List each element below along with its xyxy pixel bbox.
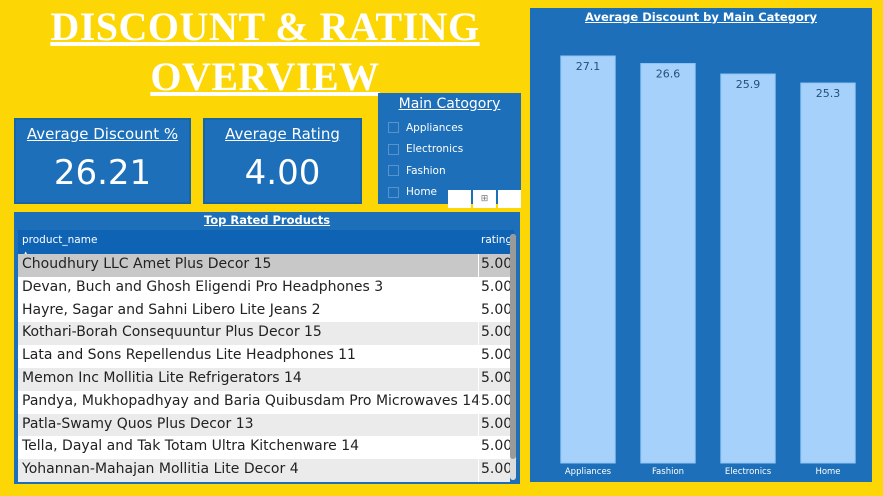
table-scrollbar[interactable] [510,234,516,480]
table-row[interactable]: Hayre, Sagar and Sahni Libero Lite Jeans… [18,299,513,323]
cell-divider [478,413,479,437]
chart-title: Average Discount by Main Category [584,10,818,24]
cell-rating: 5.00 [481,301,513,318]
page-title: DISCOUNT & RATING OVERVIEW [30,2,500,102]
table-row[interactable]: Yohannan-Mahajan Mollitia Lite Decor 4 5… [18,459,513,482]
table-row[interactable]: Tella, Dayal and Tak Totam Ultra Kitchen… [18,436,513,460]
avg-discount-card[interactable]: Average Discount % 26.21 [14,118,191,204]
cell-product-name: Lata and Sons Repellendus Lite Headphone… [22,347,356,364]
cell-divider [478,367,479,391]
table-title: Top Rated Products [203,213,331,227]
cell-divider [478,254,479,277]
cell-rating: 5.00 [481,324,513,341]
visual-header-toolbar: ⊞ [440,190,521,208]
cell-product-name: Choudhury LLC Amet Plus Decor 15 [22,256,272,272]
table-body: Choudhury LLC Amet Plus Decor 15 5.00 De… [18,254,513,482]
table-row[interactable]: Pandya, Mukhopadhyay and Baria Quibusdam… [18,390,513,414]
top-rated-products-table: Top Rated Products product_name ▲ rating… [14,212,520,484]
avg-rating-label: Average Rating [225,125,340,143]
column-header-product-name[interactable]: product_name [22,234,98,246]
cell-divider [478,436,479,460]
slicer-item-fashion[interactable]: Fashion [378,160,521,182]
cell-product-name: Pandya, Mukhopadhyay and Baria Quibusdam… [22,392,481,409]
avg-rating-card[interactable]: Average Rating 4.00 [203,118,362,204]
checkbox-icon[interactable] [388,143,399,155]
table-row[interactable]: Memon Inc Mollitia Lite Refrigerators 14… [18,367,513,391]
cell-divider [478,459,479,482]
checkbox-icon[interactable] [388,165,399,177]
x-tick-label-fashion: Fashion [652,467,684,477]
cell-product-name: Memon Inc Mollitia Lite Refrigerators 14 [22,369,302,386]
cell-product-name: Tella, Dayal and Tak Totam Ultra Kitchen… [22,438,360,455]
bar-fashion[interactable] [640,63,696,464]
data-label-appliances: 27.1 [576,60,601,73]
more-options-icon[interactable] [498,190,521,208]
slicer-title: Main Catogory [398,96,501,112]
cell-product-name: Devan, Buch and Ghosh Eligendi Pro Headp… [22,278,384,295]
cell-rating: 5.00 [481,256,513,272]
data-label-home: 25.3 [816,87,841,100]
table-row[interactable]: Kothari-Borah Consequuntur Plus Decor 15… [18,322,513,346]
cell-product-name: Hayre, Sagar and Sahni Libero Lite Jeans… [22,301,321,318]
data-label-electronics: 25.9 [736,78,761,91]
avg-discount-by-category-chart: Average Discount by Main Category 27.1 Ap… [530,8,872,482]
cell-divider [478,390,479,414]
main-category-slicer: Main Catogory Appliances Electronics Fas… [378,93,521,204]
cell-divider [478,322,479,346]
cell-rating: 5.00 [481,438,513,455]
cell-divider [478,299,479,323]
checkbox-icon[interactable] [388,122,399,134]
slicer-item-label: Appliances [406,121,464,134]
cell-rating: 5.00 [481,461,513,478]
table-row[interactable]: Patla-Swamy Quos Plus Decor 13 5.00 [18,413,513,437]
table-row[interactable]: Lata and Sons Repellendus Lite Headphone… [18,345,513,368]
page-title-line2: OVERVIEW [150,54,380,99]
avg-rating-value: 4.00 [244,153,321,193]
checkbox-icon[interactable] [388,186,399,198]
slicer-item-label: Home [406,186,438,199]
slicer-item-label: Electronics [406,143,464,156]
cell-rating: 5.00 [481,369,513,386]
bar-electronics[interactable] [720,73,776,464]
table-row[interactable]: Choudhury LLC Amet Plus Decor 15 5.00 [18,254,513,277]
slicer-item-label: Fashion [406,164,446,177]
cell-product-name: Patla-Swamy Quos Plus Decor 13 [22,415,254,432]
cell-rating: 5.00 [481,392,513,409]
bar-home[interactable] [800,82,856,464]
cell-rating: 5.00 [481,415,513,432]
focus-mode-icon[interactable]: ⊞ [473,190,496,208]
cell-rating: 5.00 [481,347,513,364]
filter-icon[interactable] [448,190,471,208]
bar-appliances[interactable] [560,55,616,464]
cell-divider [478,276,479,300]
table-scrollbar-thumb[interactable] [510,234,516,459]
column-header-rating[interactable]: rating [481,234,513,246]
avg-discount-value: 26.21 [53,153,152,193]
avg-discount-label: Average Discount % [26,125,179,143]
slicer-item-electronics[interactable]: Electronics [378,139,521,161]
x-tick-label-electronics: Electronics [725,467,772,477]
data-label-fashion: 26.6 [656,68,681,81]
cell-divider [478,345,479,368]
slicer-item-appliances[interactable]: Appliances [378,117,521,139]
table-row[interactable]: Devan, Buch and Ghosh Eligendi Pro Headp… [18,276,513,300]
cell-product-name: Yohannan-Mahajan Mollitia Lite Decor 4 [22,461,299,478]
bar-chart-svg: 27.1 Appliances 26.6 Fashion 25.9 Electronics… [560,55,856,477]
cell-product-name: Kothari-Borah Consequuntur Plus Decor 15 [22,324,322,341]
page-title-line1: DISCOUNT & RATING [50,4,480,49]
x-tick-label-home: Home [815,467,840,477]
slicer-item-home[interactable]: Home [378,182,521,204]
x-tick-label-appliances: Appliances [565,467,612,477]
cell-rating: 5.00 [481,278,513,295]
